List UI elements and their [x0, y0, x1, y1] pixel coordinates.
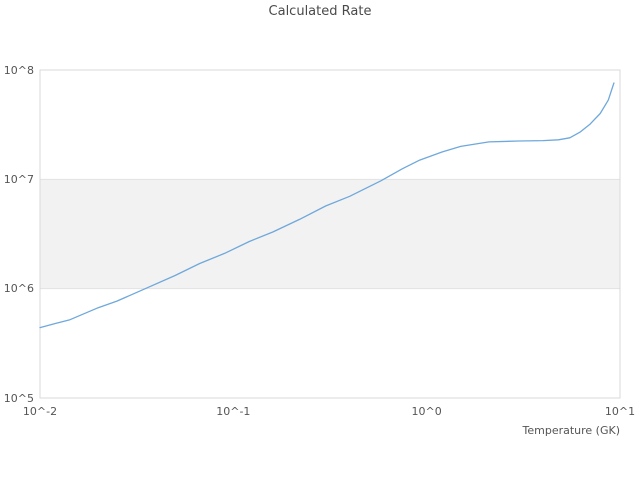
- y-tick-label: 10^7: [3, 172, 34, 186]
- y-tick-label: 10^5: [3, 391, 34, 405]
- rate-line: [39, 82, 615, 329]
- x-tick-label: 10^-1: [216, 405, 251, 418]
- y-tick-label: 10^6: [3, 282, 34, 296]
- x-tick-label: 10^1: [604, 405, 636, 418]
- y-tick-label: 10^8: [3, 63, 34, 77]
- x-tick-label: 10^0: [411, 405, 442, 418]
- x-tick-label: 10^-2: [22, 405, 58, 418]
- x-axis-label: Temperature (GK): [522, 424, 621, 437]
- plot-frame: [39, 69, 621, 399]
- chart-title: Calculated Rate: [268, 4, 372, 19]
- shaded-band: [40, 179, 620, 289]
